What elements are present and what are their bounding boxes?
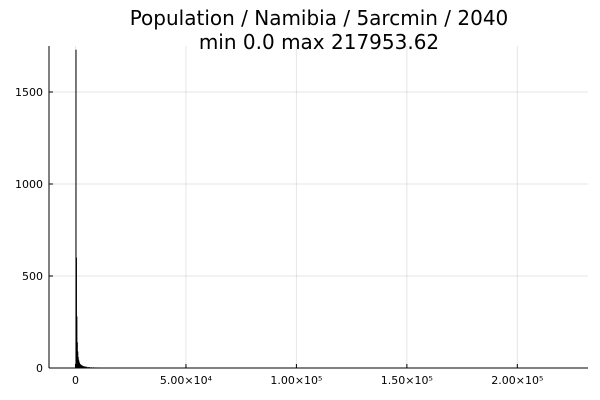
x-tick-label: 5.00×10⁴: [160, 374, 213, 387]
histogram-bar: [75, 257, 77, 368]
grid-lines: [49, 46, 588, 369]
histogram-bar: [82, 365, 84, 368]
y-tick-label: 500: [22, 270, 43, 283]
histogram-bar: [83, 366, 85, 368]
histogram-bar: [86, 366, 88, 368]
histogram-bars: [75, 49, 558, 369]
chart-title: Population / Namibia / 5arcmin / 2040: [130, 6, 509, 30]
histogram-bar: [83, 366, 85, 368]
x-tick-label: 2.00×10⁵: [491, 374, 543, 387]
histogram-bar: [85, 366, 87, 368]
x-tick-label: 1.50×10⁵: [381, 374, 433, 387]
y-tick-label: 1500: [15, 86, 43, 99]
x-tick-label: 0: [72, 374, 79, 387]
y-tick-label: 1000: [15, 178, 43, 191]
axes: [48, 46, 588, 369]
y-tick-label: 0: [36, 362, 43, 375]
x-tick-label: 1.00×10⁵: [270, 374, 322, 387]
histogram-bar: [75, 49, 77, 369]
chart-subtitle: min 0.0 max 217953.62: [199, 30, 439, 54]
histogram-bar: [84, 366, 86, 368]
tick-labels: 0 5.00×10⁴ 1.00×10⁵ 1.50×10⁵ 2.00×10⁵ 0 500 100…: [15, 86, 543, 387]
